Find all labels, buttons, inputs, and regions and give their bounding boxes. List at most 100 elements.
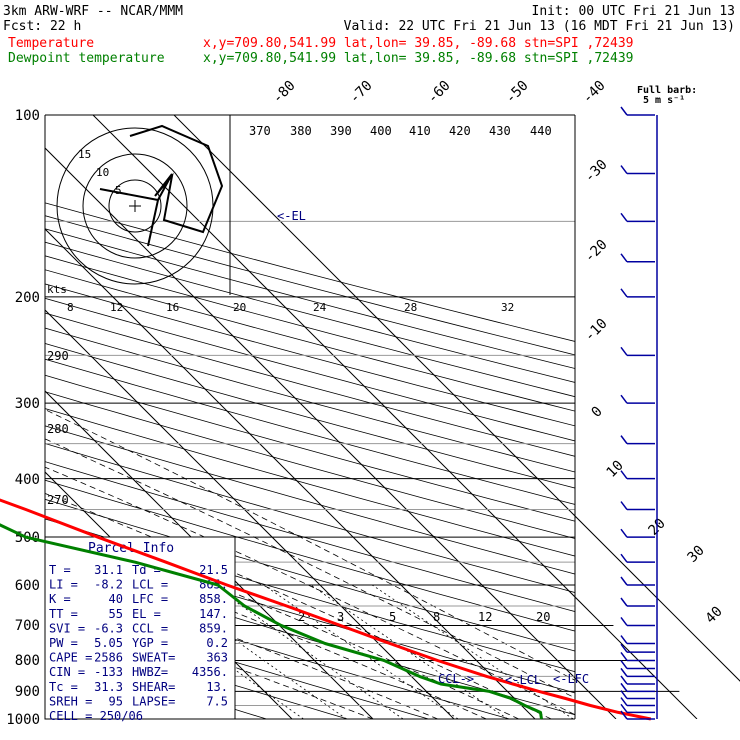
- mixratio-label-20: 20: [536, 610, 550, 624]
- dewpoint-info: x,y=709.80,541.99 lat,lon= 39.85, -89.68…: [203, 51, 633, 66]
- wind-barb-flag: [620, 501, 628, 510]
- parcel-value: 4356.: [192, 665, 228, 679]
- wind-barb-flag: [620, 470, 628, 480]
- parcel-key: CIN =: [49, 665, 85, 679]
- hodograph-ring-10: [82, 153, 188, 259]
- pressure-tick-200: 200: [15, 290, 40, 306]
- hodograph: 15 10 5: [56, 124, 224, 285]
- speed-label-28: 28: [404, 301, 417, 314]
- wind-barb-flag: [620, 165, 628, 174]
- parcel-value: 21.5: [199, 563, 228, 577]
- speed-label-20: 20: [233, 301, 246, 314]
- wind-barb-flag: [620, 635, 628, 644]
- parcel-key: SHEAR=: [132, 680, 175, 694]
- pressure-tick-800: 800: [15, 653, 40, 669]
- wind-barb-flag: [620, 288, 628, 298]
- mixratio-label-5: 5: [389, 610, 396, 624]
- mixing-ratio-line: [371, 584, 574, 719]
- marker-ccl: CCL->: [438, 672, 474, 686]
- wind-barb-flag: [620, 106, 628, 116]
- hodograph-ring-label-10: 10: [96, 166, 109, 179]
- temp-tick-m60: -60: [425, 78, 454, 107]
- wind-barb-flag: [620, 652, 628, 661]
- isotherm-line-outside: [575, 515, 740, 682]
- parcel-key: TT =: [49, 607, 78, 621]
- marker-lfc: <-LFC: [553, 672, 589, 686]
- theta-label-380: 380: [290, 124, 312, 138]
- parcel-key: SREH =: [49, 694, 92, 708]
- isotherm-line: [92, 115, 575, 598]
- speed-label-12: 12: [110, 301, 123, 314]
- parcel-key: SWEAT=: [132, 651, 175, 665]
- theta-label-290: 290: [47, 349, 69, 363]
- temp-tick-m10: -10: [582, 316, 611, 345]
- hodograph-ring-label-15: 15: [78, 148, 91, 161]
- wind-barb-flag: [620, 682, 628, 692]
- wind-barb-flag: [620, 435, 628, 445]
- speed-label-16: 16: [166, 301, 179, 314]
- speed-label-32: 32: [501, 301, 514, 314]
- parcel-value: -6.3: [94, 621, 123, 635]
- parcel-value: 95: [109, 694, 123, 708]
- parcel-value: 31.1: [94, 563, 123, 577]
- mixratio-label-12: 12: [478, 610, 492, 624]
- hodograph-trace: [99, 124, 224, 247]
- parcel-value: 5.05: [94, 636, 123, 650]
- parcel-cell: CELL = 250/06: [49, 709, 143, 723]
- temp-tick-m30: -30: [582, 157, 611, 186]
- theta-label-390: 390: [330, 124, 352, 138]
- temp-tick-40: 40: [703, 604, 726, 627]
- pressure-tick-labels: 100 200 300 400 500 600 700 800 900 1000: [6, 108, 40, 728]
- mixratio-label-8: 8: [433, 610, 440, 624]
- pressure-tick-900: 900: [15, 684, 40, 700]
- parcel-value: 363: [206, 651, 228, 665]
- temp-tick-m20: -20: [582, 237, 611, 266]
- parcel-value: 2586: [94, 651, 123, 665]
- theta-label-430: 430: [489, 124, 511, 138]
- wind-barb-flag: [620, 710, 628, 720]
- wind-barb-flag: [620, 394, 628, 404]
- parcel-value: 55: [109, 607, 123, 621]
- parcel-key: PW =: [49, 636, 78, 650]
- wind-barb-flag: [620, 553, 628, 563]
- dewpoint-trace: [0, 523, 543, 720]
- moist-adiabat: [45, 492, 552, 719]
- theta-label-400: 400: [370, 124, 392, 138]
- mixratio-label-2: 2: [298, 610, 305, 624]
- temperature-legend: Temperature: [8, 36, 94, 51]
- temp-tick-10: 10: [604, 458, 627, 481]
- dewpoint-legend: Dewpoint temperature: [8, 51, 165, 66]
- pressure-tick-700: 700: [15, 618, 40, 634]
- temperature-info: x,y=709.80,541.99 lat,lon= 39.85, -89.68…: [203, 36, 633, 51]
- parcel-key: T =: [49, 563, 71, 577]
- wind-barbs: [620, 106, 655, 720]
- wind-barb-flag: [620, 643, 628, 653]
- parcel-value: 7.5: [206, 694, 228, 708]
- mixing-ratio-line: [211, 584, 404, 719]
- forecast-hour: Fcst: 22 h: [3, 19, 81, 34]
- temp-tick-m40: -40: [580, 78, 609, 107]
- parcel-info-background: [44, 536, 236, 720]
- hodograph-ring-5: [108, 179, 162, 233]
- wind-barb-flag: [620, 697, 628, 706]
- marker-el: <-EL: [277, 209, 306, 223]
- wind-barb-flag: [620, 212, 628, 222]
- model-title: 3km ARW-WRF -- NCAR/MMM: [3, 4, 183, 19]
- parcel-key: LI =: [49, 578, 78, 592]
- wind-barb-flag: [620, 667, 628, 677]
- header: 3km ARW-WRF -- NCAR/MMM Init: 00 UTC Fri…: [3, 4, 735, 66]
- parcel-info-box: Parcel Info T = 31.1 Td = 21.5LI = -8.2 LCL =…: [44, 536, 236, 723]
- theta-labels: 370 380 390 400 410 420 430 440 290 280 …: [47, 124, 552, 507]
- isotherm-line-outside: [575, 596, 698, 719]
- temperature-line: [0, 498, 652, 721]
- isotherm-line: [45, 390, 374, 719]
- wind-barb-flag: [620, 576, 628, 586]
- isotherm-line: [45, 309, 455, 719]
- parcel-value: 147.: [199, 607, 228, 621]
- parcel-key: HWBZ=: [132, 665, 168, 679]
- temp-tick-m80: -80: [270, 78, 299, 107]
- parcel-value: 31.3: [94, 680, 123, 694]
- parcel-key: SVI =: [49, 621, 85, 635]
- parcel-value: 40: [109, 592, 123, 606]
